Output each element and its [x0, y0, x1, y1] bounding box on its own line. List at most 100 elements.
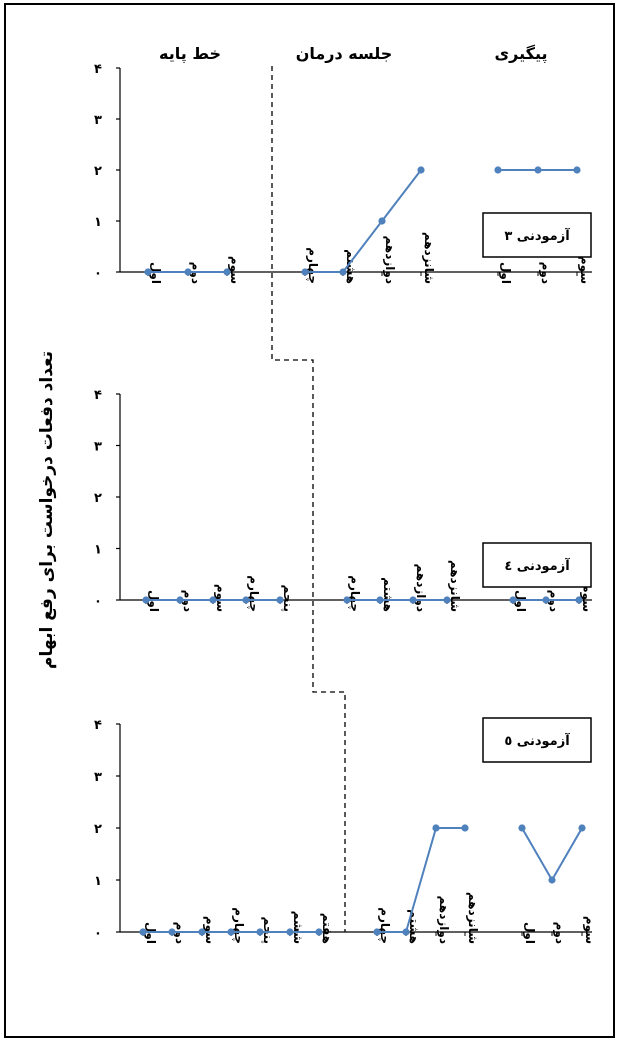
x-tick-label: پنجم: [281, 585, 295, 612]
x-tick-label: دوازدهم: [413, 563, 428, 612]
y-tick-label: ۲: [94, 491, 102, 506]
data-point: [184, 268, 192, 276]
chart-panels: ۰ ۱ ۲ ۳ ۴ اول دوم سوم چهارم هشتم دوازدهم شانزدهم اول…: [94, 62, 597, 944]
data-point: [343, 596, 351, 604]
x-tick-label: چهارم: [305, 247, 320, 284]
series-line-treatment: [377, 827, 465, 933]
data-point: [223, 268, 231, 276]
x-tick-label: شانزدهم: [448, 560, 462, 612]
x-tick-label: سوم: [577, 256, 592, 284]
x-tick-label: چهارم: [377, 907, 392, 944]
x-tick-label: هشتم: [407, 909, 421, 944]
data-point: [402, 928, 410, 936]
data-point: [417, 166, 425, 174]
data-point: [461, 824, 469, 832]
y-tick-label: ۲: [94, 164, 102, 179]
x-tick-label: ششم: [291, 911, 305, 944]
y-tick-label: ۲: [94, 822, 102, 837]
y-tick-label: ۱: [94, 874, 102, 889]
x-tick-label: چهارم: [246, 575, 261, 612]
x-tick-label: هشتم: [381, 577, 395, 612]
data-point: [432, 824, 440, 832]
y-tick-label: ۴: [94, 718, 102, 733]
y-tick-label: ۱: [94, 215, 102, 230]
data-point: [209, 596, 217, 604]
data-point: [142, 596, 150, 604]
data-point: [256, 928, 264, 936]
figure-frame: [4, 3, 615, 1038]
data-point: [542, 596, 550, 604]
x-tick-label: دوازدهم: [436, 895, 451, 944]
participant-label-box: [482, 542, 592, 588]
data-point: [315, 928, 323, 936]
y-axis-label: تعداد دفعات درخواست برای رفع ابهام: [37, 351, 57, 669]
data-point: [378, 217, 386, 225]
phase-label-treatment: جلسه درمان: [296, 44, 393, 63]
participant-label-box: [482, 212, 592, 258]
data-point: [509, 596, 517, 604]
x-tick-label: هفتم: [320, 913, 334, 944]
data-point: [443, 596, 451, 604]
participant-label: آزمودنی ٤: [504, 557, 570, 574]
data-point: [176, 596, 184, 604]
data-point: [144, 268, 152, 276]
phase-label-followup: پیگیری: [495, 44, 548, 64]
phase-label-baseline: خط پایه: [159, 44, 221, 64]
data-point: [409, 596, 417, 604]
x-tick-label: سوم: [579, 584, 594, 612]
x-tick-label: چهارم: [231, 907, 246, 944]
y-tick-label: ۴: [94, 388, 102, 403]
x-tick-label: دوازدهم: [382, 235, 397, 284]
y-tick-label: ۰: [94, 266, 102, 281]
data-point: [227, 928, 235, 936]
data-point: [139, 928, 147, 936]
data-point: [373, 928, 381, 936]
y-tick-label: ۰: [94, 926, 102, 941]
data-point: [578, 824, 586, 832]
phase-change-line: [271, 66, 346, 932]
y-tick-label: ۳: [94, 770, 102, 785]
data-point: [339, 268, 347, 276]
data-point: [198, 928, 206, 936]
data-point: [534, 166, 542, 174]
x-tick-label: دوم: [538, 262, 553, 284]
x-tick-label: اول: [513, 590, 528, 612]
x-tick-label: سوم: [213, 584, 228, 612]
data-point: [573, 166, 581, 174]
series-line-followup: [521, 827, 583, 883]
y-tick-label: ۳: [94, 440, 102, 455]
data-point: [548, 876, 556, 884]
data-point: [494, 166, 502, 174]
x-tick-label: سوم: [582, 916, 597, 944]
data-point: [242, 596, 250, 604]
data-point: [276, 596, 284, 604]
x-tick-label: دوم: [552, 922, 567, 944]
x-tick-label: اول: [146, 590, 161, 612]
x-tick-label: پنجم: [261, 917, 275, 944]
y-tick-label: ۰: [94, 594, 102, 609]
x-tick-label: شانزدهم: [466, 892, 480, 944]
participant-label: آزمودنی ۳: [504, 227, 570, 244]
participant-label: آزمودنی ٥: [504, 732, 570, 749]
y-tick-label: ۴: [94, 62, 102, 77]
panel-3: ۰ ۱ ۲ ۳ ۴ اول دوم سوم چهارم پنجم ششم هفتم چهارم هشتم د…: [94, 717, 597, 944]
y-tick-label: ۳: [94, 113, 102, 128]
x-tick-label: سوم: [202, 916, 217, 944]
participant-label-box: [482, 717, 592, 763]
x-tick-label: اول: [148, 262, 163, 284]
data-point: [518, 824, 526, 832]
x-tick-label: اول: [522, 922, 537, 944]
data-point: [286, 928, 294, 936]
y-tick-label: ۱: [94, 543, 102, 558]
phase-labels: خط پایه جلسه درمان پیگیری: [159, 44, 547, 64]
data-point: [376, 596, 384, 604]
x-tick-label: سوم: [227, 256, 242, 284]
x-tick-label: اول: [143, 922, 158, 944]
x-tick-label: اول: [498, 262, 513, 284]
series-line-treatment: [305, 169, 422, 273]
data-point: [575, 596, 583, 604]
data-point: [168, 928, 176, 936]
x-tick-label: شانزدهم: [422, 232, 436, 284]
